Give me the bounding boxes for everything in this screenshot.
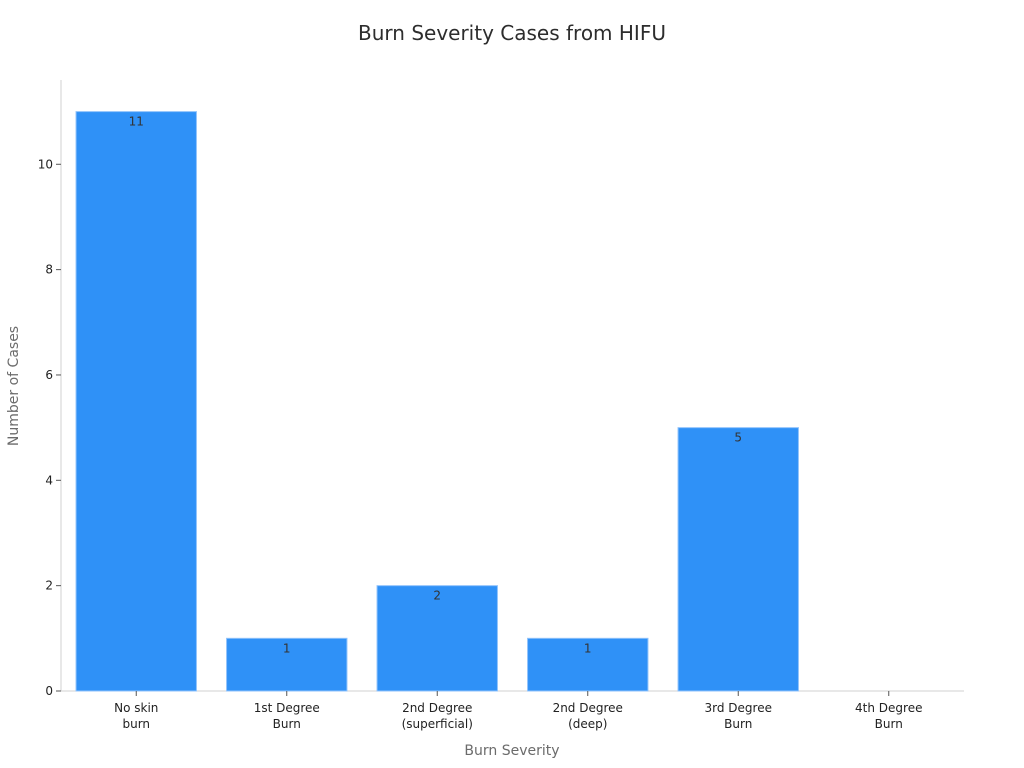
data-label: 2	[433, 589, 441, 603]
x-axis-title: Burn Severity	[464, 743, 559, 759]
data-label: 5	[734, 431, 742, 445]
x-tick-label: 2nd Degree (superficial)	[402, 701, 473, 731]
x-tick-label-line: 4th Degree	[855, 701, 922, 715]
bar	[527, 637, 649, 692]
x-tick-label-line: 1st Degree	[254, 701, 320, 715]
x-tick-label-line: 3rd Degree	[705, 701, 772, 715]
plot-area: 0 2 4 6 8 10 11 No skin burn 1 1st Degree Burn 2 2nd …	[38, 80, 964, 731]
y-tick-label: 6	[45, 368, 53, 382]
bar	[376, 585, 498, 692]
data-label: 1	[584, 641, 592, 655]
x-tick-label: 1st Degree Burn	[254, 701, 320, 731]
y-tick-label: 4	[45, 473, 53, 487]
x-tick-label: 2nd Degree (deep)	[553, 701, 623, 731]
y-tick-label: 0	[45, 684, 53, 698]
data-label: 1	[283, 641, 291, 655]
x-tick-label-line: (superficial)	[402, 717, 473, 731]
bar	[677, 427, 799, 692]
bar	[75, 111, 197, 692]
x-tick-label: 3rd Degree Burn	[705, 701, 772, 731]
y-tick-label: 8	[45, 263, 53, 277]
chart-title: Burn Severity Cases from HIFU	[358, 21, 666, 45]
data-label: 11	[129, 115, 144, 129]
x-tick-label-line: No skin	[114, 701, 158, 715]
x-tick-label-line: 2nd Degree	[553, 701, 623, 715]
x-tick-label-line: (deep)	[568, 717, 607, 731]
x-tick-label-line: Burn	[875, 717, 903, 731]
y-tick-label: 2	[45, 579, 53, 593]
x-tick-label-line: burn	[122, 717, 150, 731]
y-tick-label: 10	[38, 157, 53, 171]
bar	[226, 637, 348, 692]
x-tick-label-line: Burn	[724, 717, 752, 731]
x-tick-label-line: Burn	[273, 717, 301, 731]
y-axis-title: Number of Cases	[6, 326, 22, 446]
x-tick-label-line: 2nd Degree	[402, 701, 472, 715]
x-tick-label: No skin burn	[114, 701, 158, 731]
x-tick-label: 4th Degree Burn	[855, 701, 922, 731]
